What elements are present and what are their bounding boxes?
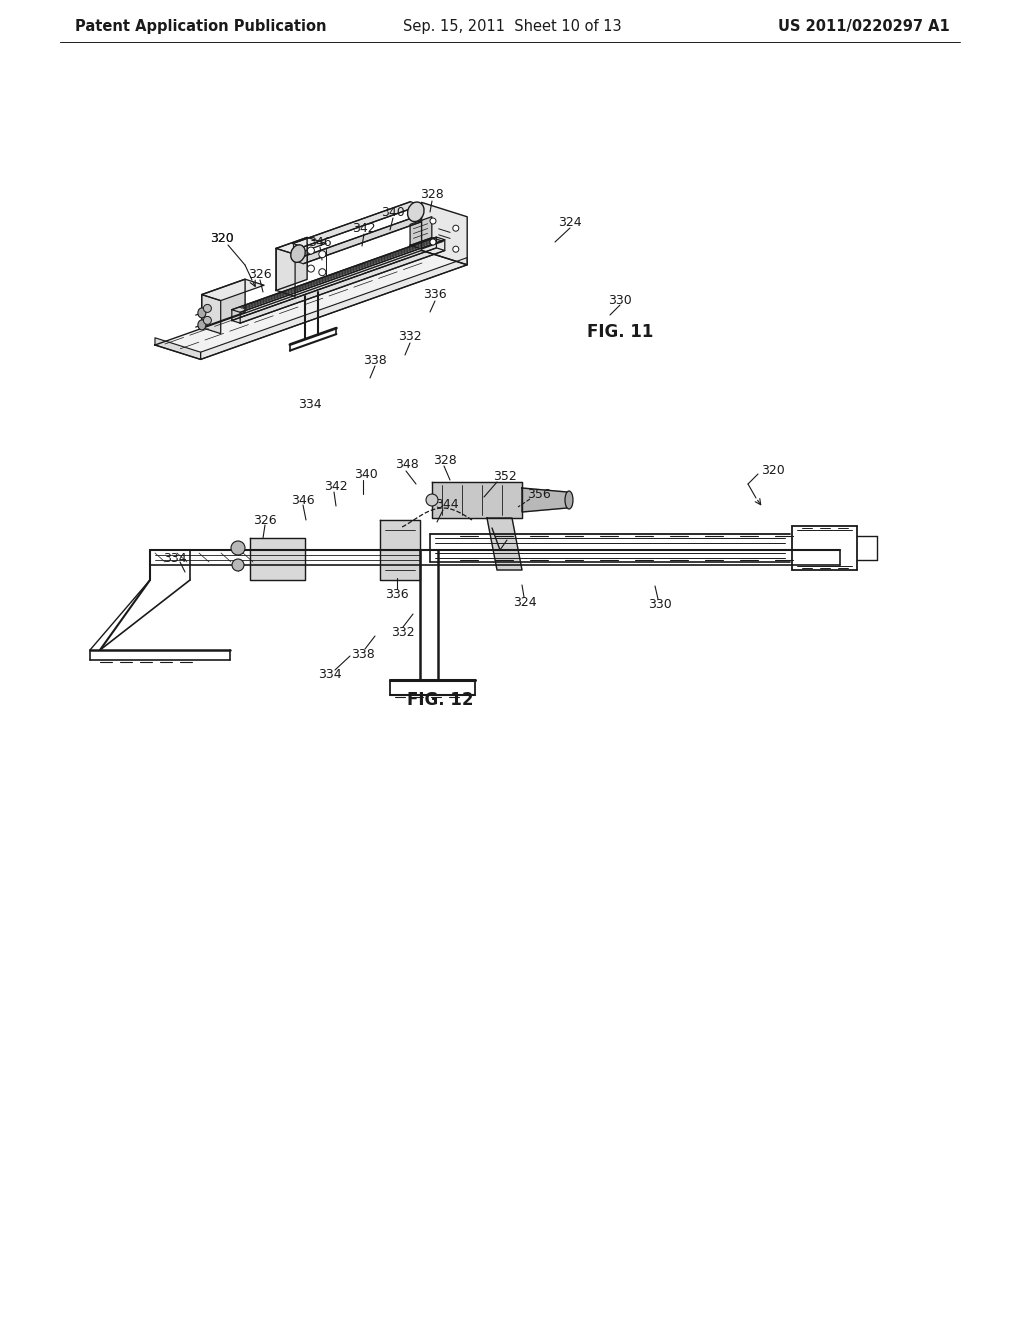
Text: 328: 328 [433, 454, 457, 466]
Polygon shape [231, 238, 436, 321]
Text: 334: 334 [318, 668, 342, 681]
Circle shape [453, 226, 459, 231]
Polygon shape [201, 257, 467, 359]
Ellipse shape [198, 319, 206, 330]
Polygon shape [202, 280, 264, 301]
Text: 334: 334 [163, 552, 186, 565]
Polygon shape [410, 216, 432, 246]
Text: 324: 324 [513, 595, 537, 609]
Text: 338: 338 [364, 354, 387, 367]
Polygon shape [202, 294, 221, 334]
Text: 346: 346 [291, 494, 314, 507]
Circle shape [318, 269, 326, 276]
Text: 326: 326 [248, 268, 271, 281]
Polygon shape [276, 238, 326, 255]
Polygon shape [487, 517, 522, 570]
Text: 342: 342 [325, 480, 348, 494]
Polygon shape [231, 238, 444, 313]
Polygon shape [202, 280, 245, 327]
Polygon shape [250, 539, 305, 579]
Polygon shape [155, 251, 467, 359]
Ellipse shape [198, 308, 206, 318]
Text: 320: 320 [210, 231, 233, 244]
Polygon shape [522, 488, 567, 512]
Text: 348: 348 [395, 458, 419, 471]
Circle shape [231, 541, 245, 554]
Polygon shape [293, 219, 421, 264]
Ellipse shape [408, 202, 424, 222]
Text: US 2011/0220297 A1: US 2011/0220297 A1 [778, 20, 950, 34]
Polygon shape [241, 240, 444, 323]
Polygon shape [380, 520, 420, 579]
Text: 332: 332 [391, 626, 415, 639]
Text: 334: 334 [298, 399, 322, 412]
Circle shape [453, 247, 459, 252]
Circle shape [430, 218, 436, 224]
Polygon shape [276, 238, 307, 290]
Circle shape [232, 558, 244, 572]
Circle shape [307, 247, 314, 255]
Polygon shape [422, 202, 467, 265]
Circle shape [307, 265, 314, 272]
Text: Patent Application Publication: Patent Application Publication [75, 20, 327, 34]
Circle shape [426, 494, 438, 506]
Text: Sep. 15, 2011  Sheet 10 of 13: Sep. 15, 2011 Sheet 10 of 13 [402, 20, 622, 34]
Text: FIG. 11: FIG. 11 [587, 323, 653, 341]
Text: 336: 336 [385, 587, 409, 601]
Text: 320: 320 [761, 463, 784, 477]
Text: 352: 352 [494, 470, 517, 483]
Text: 328: 328 [420, 189, 443, 202]
Ellipse shape [565, 491, 573, 510]
Text: 320: 320 [210, 231, 233, 244]
Text: FIG. 12: FIG. 12 [407, 690, 473, 709]
Text: 356: 356 [527, 487, 551, 500]
Text: 344: 344 [435, 499, 459, 511]
Text: 330: 330 [608, 293, 632, 306]
Circle shape [318, 251, 326, 257]
Text: 340: 340 [381, 206, 404, 219]
Text: 340: 340 [354, 469, 378, 482]
Text: 346: 346 [308, 235, 332, 248]
Text: 336: 336 [423, 289, 446, 301]
Text: 332: 332 [398, 330, 422, 343]
Ellipse shape [291, 244, 305, 263]
Polygon shape [155, 338, 201, 359]
Text: 324: 324 [558, 215, 582, 228]
Text: 326: 326 [253, 513, 276, 527]
Polygon shape [276, 248, 295, 297]
Text: 330: 330 [648, 598, 672, 610]
Polygon shape [231, 248, 444, 323]
Circle shape [430, 239, 436, 246]
Text: 342: 342 [352, 222, 376, 235]
Circle shape [204, 317, 211, 325]
Polygon shape [432, 482, 522, 517]
Circle shape [204, 305, 211, 313]
Polygon shape [293, 202, 421, 247]
Polygon shape [410, 238, 443, 249]
Text: 338: 338 [351, 648, 375, 660]
